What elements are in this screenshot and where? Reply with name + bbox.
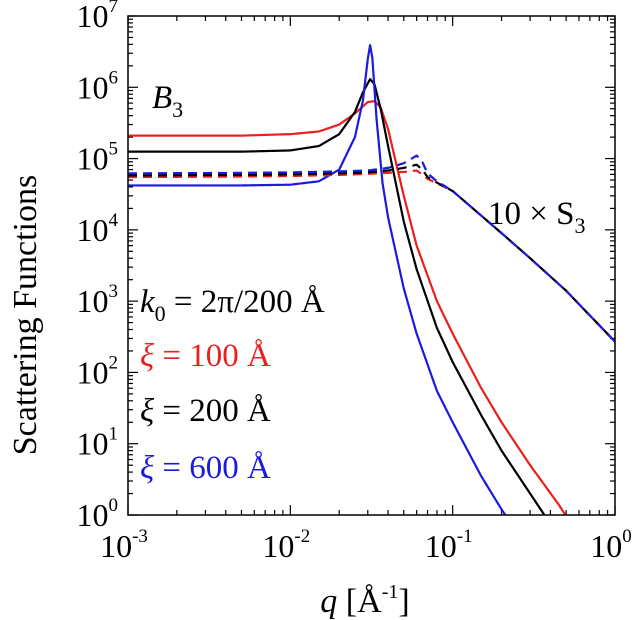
series-line-black-dashed xyxy=(128,163,615,343)
y-tick-label-base: 10 xyxy=(77,69,109,105)
series-lines xyxy=(128,44,615,515)
y-tick-label: 107 xyxy=(77,0,119,34)
y-axis-label: Scattering Functions xyxy=(7,175,44,455)
y-tick-label-base: 10 xyxy=(77,212,109,248)
annotation-xi-600-rest: = 600 Å xyxy=(154,449,271,486)
y-tick-label: 102 xyxy=(77,352,119,390)
y-tick-label: 101 xyxy=(77,424,119,462)
plot-frame xyxy=(127,15,616,516)
x-tick-labels: 10-3 10-2 10-1 100 xyxy=(100,526,632,564)
y-tick-label-exp: 5 xyxy=(109,139,119,160)
y-tick-label-exp: 7 xyxy=(109,0,119,17)
x-tick-label-exp: -1 xyxy=(457,526,473,547)
series-line-black-solid xyxy=(128,78,546,515)
x-tick-label-exp: -2 xyxy=(294,526,310,547)
annotation-k0-main: k xyxy=(140,284,156,320)
x-tick-label: 10-2 xyxy=(262,526,310,564)
y-tick-label: 100 xyxy=(77,495,119,533)
x-tick-label-base: 10 xyxy=(100,528,132,564)
tick-marks xyxy=(127,15,616,516)
x-tick-label-exp: 0 xyxy=(622,526,632,547)
x-axis-label-suffix: ] xyxy=(398,583,409,620)
series-line-red-solid xyxy=(128,100,567,515)
series-group xyxy=(128,44,615,515)
annotation-xi-200-rest: = 200 Å xyxy=(154,392,271,429)
annotation-s3-main: 10 × S xyxy=(488,196,574,232)
y-tick-label-exp: 2 xyxy=(109,352,119,373)
y-tick-label: 105 xyxy=(77,139,119,177)
y-tick-label-base: 10 xyxy=(77,0,109,34)
x-tick-label: 10-3 xyxy=(100,526,148,564)
annotation-s3-sub: 3 xyxy=(574,213,585,238)
series-line-blue-solid xyxy=(128,44,507,515)
y-tick-label-base: 10 xyxy=(77,283,109,319)
y-tick-label-base: 10 xyxy=(77,497,109,533)
y-tick-label-exp: 1 xyxy=(109,424,119,445)
y-tick-label-base: 10 xyxy=(77,354,109,390)
y-tick-label-exp: 0 xyxy=(109,495,119,516)
x-tick-label-base: 10 xyxy=(425,528,457,564)
annotation-k0: k0 = 2π/200 Å xyxy=(140,283,325,326)
annotation-xi-100-rest: = 100 Å xyxy=(154,337,271,374)
x-tick-label: 10-1 xyxy=(425,526,473,564)
y-tick-label: 103 xyxy=(77,281,119,319)
annotation-b3-sub: 3 xyxy=(172,97,183,122)
annotation-xi-100-symbol: ξ xyxy=(140,338,155,374)
annotation-xi-200-symbol: ξ xyxy=(140,393,155,429)
y-tick-label-exp: 4 xyxy=(109,210,119,231)
x-tick-label-exp: -3 xyxy=(132,526,148,547)
annotation-k0-sub: 0 xyxy=(155,301,166,326)
y-tick-label-base: 10 xyxy=(77,141,109,177)
annotation-xi-200: ξ = 200 Å xyxy=(140,392,271,429)
x-axis-label-unit: [Å xyxy=(337,583,382,620)
x-tick-label-base: 10 xyxy=(262,528,294,564)
y-tick-label-base: 10 xyxy=(77,426,109,462)
x-axis-label-exp: -1 xyxy=(382,581,399,603)
annotation-s3: 10 × S3 xyxy=(488,196,585,238)
y-tick-label-exp: 3 xyxy=(109,281,119,302)
x-tick-label-base: 10 xyxy=(590,528,622,564)
annotation-b3-main: B xyxy=(152,80,172,116)
annotation-b3: B3 xyxy=(152,80,183,122)
series-line-blue-dashed xyxy=(128,154,615,343)
y-tick-label-exp: 6 xyxy=(109,67,119,88)
x-tick-label: 100 xyxy=(590,526,632,564)
annotation-xi-600-symbol: ξ xyxy=(140,450,155,486)
annotation-xi-600: ξ = 600 Å xyxy=(140,449,271,486)
y-tick-label: 106 xyxy=(77,67,119,105)
annotation-xi-100: ξ = 100 Å xyxy=(140,337,271,374)
annotation-k0-rest: = 2π/200 Å xyxy=(166,283,325,320)
y-tick-label: 104 xyxy=(77,210,119,248)
x-axis-label-main: q xyxy=(320,583,337,620)
x-axis-label: q [Å-1] xyxy=(320,581,409,620)
